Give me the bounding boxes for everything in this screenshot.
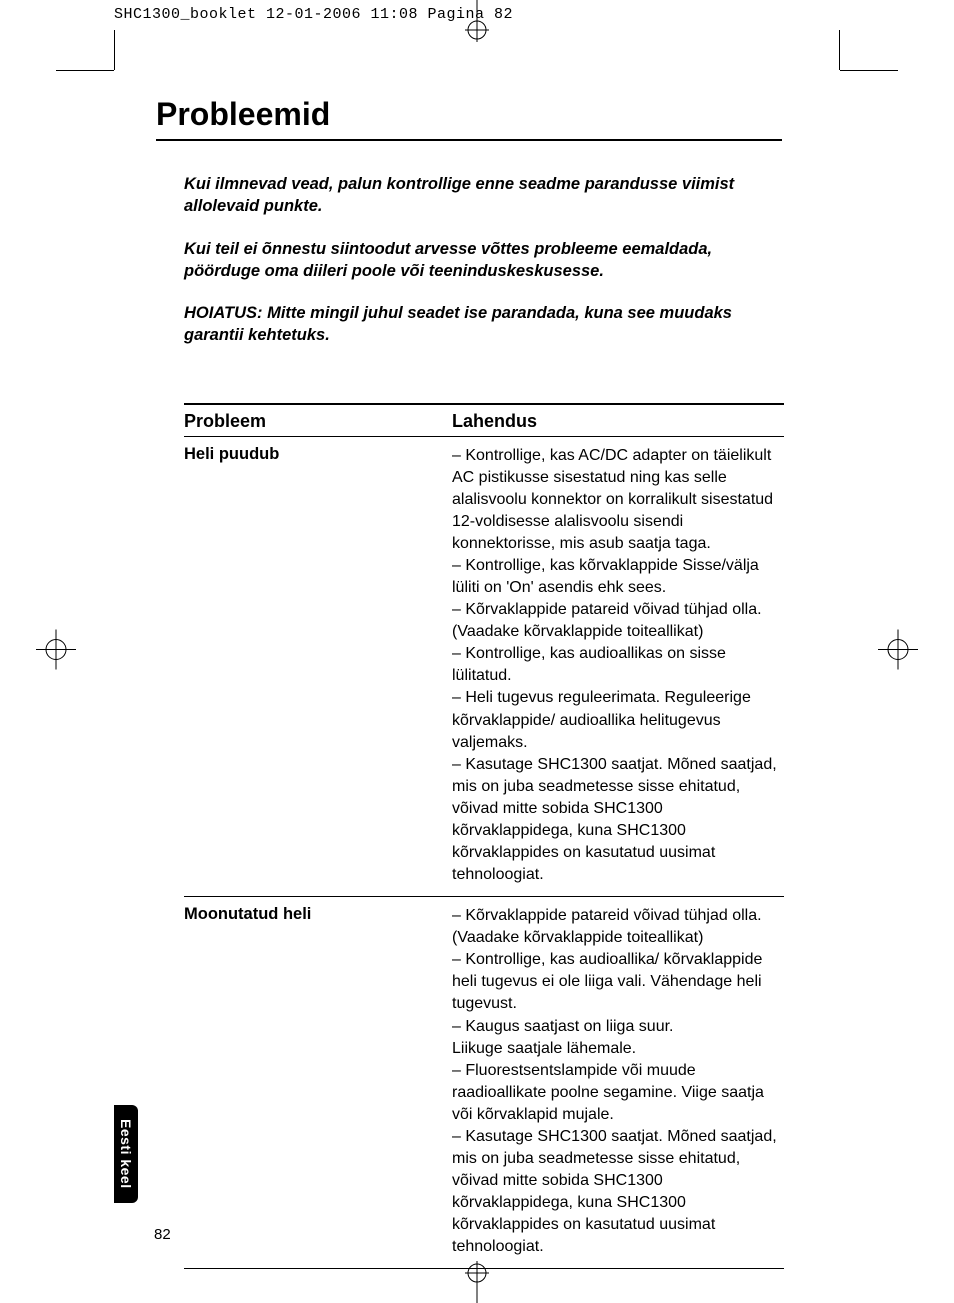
- problem-cell: Heli puudub: [184, 445, 452, 887]
- troubleshoot-table: Probleem Lahendus Heli puudub – Kontroll…: [184, 403, 784, 1270]
- problem-cell: Moonutatud heli: [184, 905, 452, 1258]
- registration-mark-right: [878, 629, 918, 674]
- crop-line: [839, 30, 840, 70]
- table-row: Heli puudub – Kontrollige, kas AC/DC ada…: [184, 437, 784, 898]
- intro-paragraph: HOIATUS: Mitte mingil juhul seadet ise p…: [184, 302, 774, 347]
- page-content: Probleemid Kui ilmnevad vead, palun kont…: [156, 96, 782, 1269]
- crop-mark-top: [462, 0, 492, 44]
- table-header-row: Probleem Lahendus: [184, 403, 784, 437]
- intro-paragraph: Kui teil ei õnnestu siintoodut arvesse v…: [184, 238, 774, 283]
- table-header-solution: Lahendus: [452, 411, 784, 432]
- solution-cell: – Kõrvaklappide patareid võivad tühjad o…: [452, 905, 784, 1258]
- page-title: Probleemid: [156, 96, 782, 141]
- language-tab: Eesti keel: [114, 1105, 138, 1203]
- table-header-problem: Probleem: [184, 411, 452, 432]
- crop-line: [56, 70, 114, 71]
- page-number: 82: [154, 1226, 171, 1243]
- intro-paragraph: Kui ilmnevad vead, palun kontrollige enn…: [184, 173, 774, 218]
- intro-block: Kui ilmnevad vead, palun kontrollige enn…: [184, 173, 774, 347]
- registration-mark-left: [36, 629, 76, 674]
- solution-cell: – Kontrollige, kas AC/DC adapter on täie…: [452, 445, 784, 887]
- crop-line: [840, 70, 898, 71]
- crop-line: [114, 30, 115, 70]
- crop-header: SHC1300_booklet 12-01-2006 11:08 Pagina …: [114, 6, 513, 23]
- table-row: Moonutatud heli – Kõrvaklappide patareid…: [184, 897, 784, 1269]
